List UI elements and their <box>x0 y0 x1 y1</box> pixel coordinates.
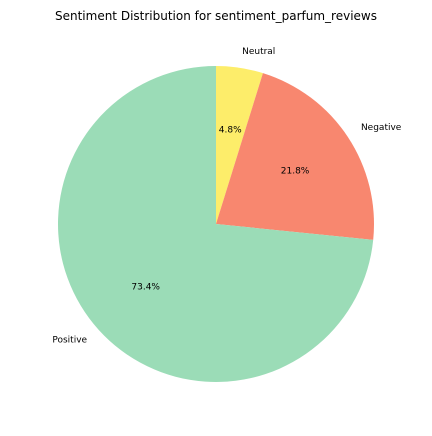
pie-slice-neutral <box>216 66 263 224</box>
pct-label-negative: 21.8% <box>281 167 310 177</box>
pct-label-neutral: 4.8% <box>219 125 242 135</box>
slice-label-positive: Positive <box>52 336 87 346</box>
pie-slice-positive <box>58 66 374 382</box>
pct-label-positive: 73.4% <box>131 283 160 293</box>
chart-title: Sentiment Distribution for sentiment_par… <box>54 9 377 23</box>
slice-label-negative: Negative <box>361 123 402 133</box>
pie-slice-negative <box>216 73 374 240</box>
slice-label-neutral: Neutral <box>242 47 275 57</box>
